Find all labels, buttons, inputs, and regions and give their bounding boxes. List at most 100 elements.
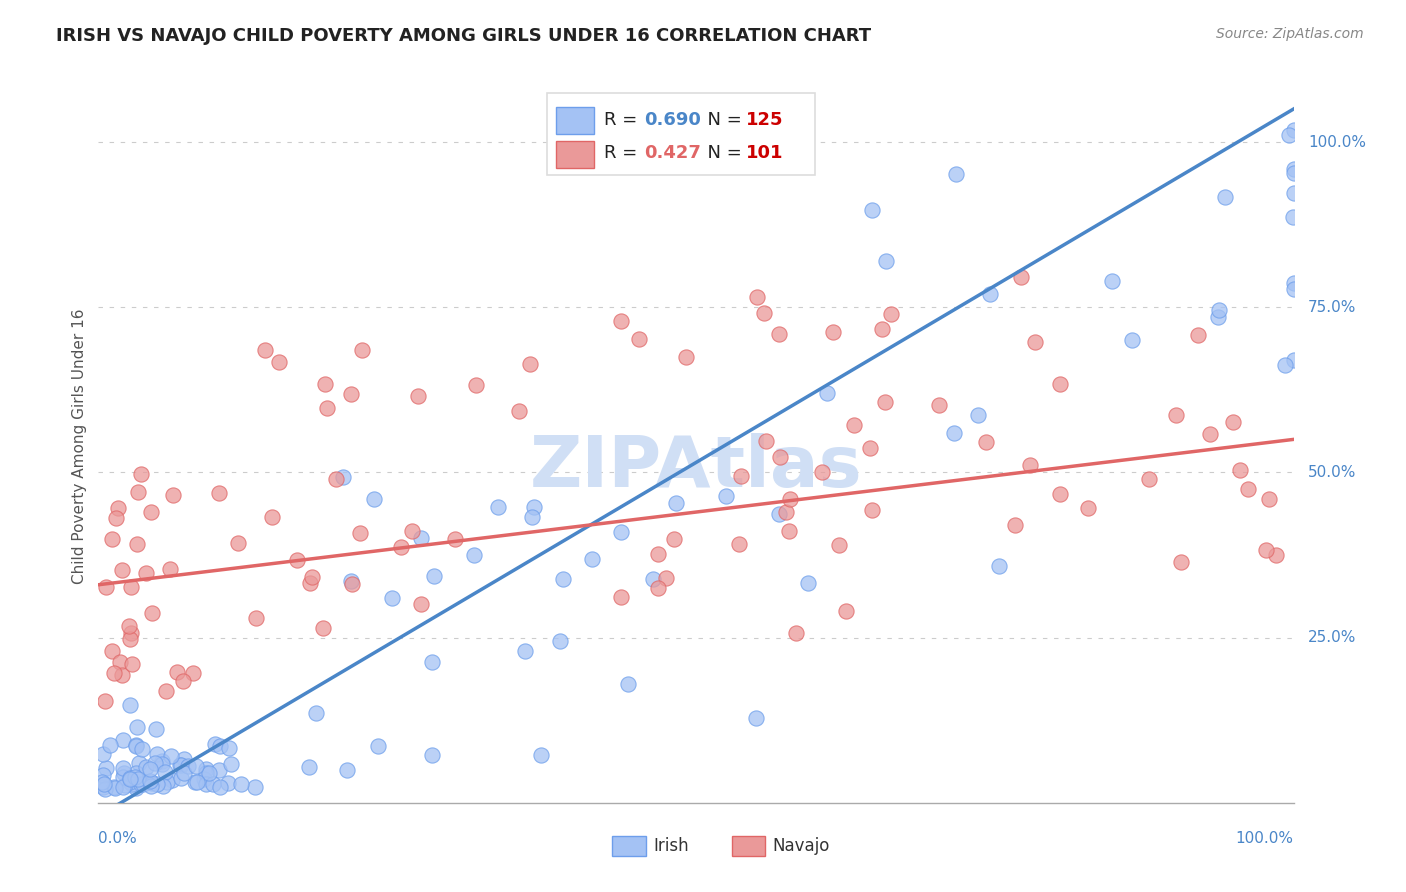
Point xyxy=(301,570,323,584)
Point xyxy=(121,777,143,791)
Text: 25.0%: 25.0% xyxy=(1308,630,1357,645)
Point xyxy=(340,574,363,588)
Text: 0.0%: 0.0% xyxy=(98,831,138,847)
Point xyxy=(103,780,125,794)
Point xyxy=(443,533,465,547)
Point xyxy=(150,754,173,768)
Point xyxy=(548,633,571,648)
Point xyxy=(143,756,166,770)
Point xyxy=(778,524,800,538)
Point xyxy=(508,404,530,418)
Point xyxy=(125,720,148,734)
Point xyxy=(173,752,195,766)
Point xyxy=(785,625,807,640)
Point xyxy=(111,563,134,577)
Point xyxy=(229,777,252,791)
Point xyxy=(93,694,115,708)
Text: N =: N = xyxy=(696,145,748,162)
Point xyxy=(797,576,820,591)
Point xyxy=(183,666,205,681)
Point xyxy=(112,766,135,780)
Point xyxy=(112,770,135,784)
Point xyxy=(411,532,433,546)
Point xyxy=(127,485,149,500)
Point xyxy=(755,434,778,448)
Point xyxy=(91,775,114,789)
Point xyxy=(184,775,207,789)
Point xyxy=(769,450,792,464)
Point xyxy=(118,772,141,786)
Point xyxy=(988,559,1011,574)
Point xyxy=(195,762,218,776)
Point xyxy=(610,525,633,540)
Point xyxy=(194,765,217,780)
Point xyxy=(253,343,276,357)
Point xyxy=(118,698,141,712)
Point xyxy=(1282,161,1305,176)
Point xyxy=(522,510,544,524)
Point xyxy=(150,756,173,771)
Point xyxy=(519,357,541,371)
Point xyxy=(675,350,697,364)
Point xyxy=(129,467,152,481)
Point xyxy=(332,470,354,484)
Point xyxy=(367,739,389,754)
Point xyxy=(156,774,179,789)
Point xyxy=(153,765,176,780)
Point xyxy=(966,408,988,422)
Point xyxy=(1222,415,1244,429)
Point xyxy=(1166,408,1188,422)
Point xyxy=(101,532,124,546)
Point xyxy=(104,781,127,796)
Text: Navajo: Navajo xyxy=(772,838,830,855)
Point xyxy=(664,533,686,547)
Point xyxy=(193,772,215,787)
Point xyxy=(581,552,603,566)
Point xyxy=(880,307,903,321)
Point xyxy=(1170,555,1192,569)
Point xyxy=(103,666,125,681)
Point xyxy=(135,774,157,789)
Point xyxy=(647,547,669,561)
Point xyxy=(120,772,142,786)
Point xyxy=(146,777,169,791)
Point xyxy=(299,576,322,591)
Point xyxy=(1282,353,1305,368)
Point xyxy=(120,774,142,789)
Point xyxy=(655,571,678,585)
Point xyxy=(141,780,163,794)
Point xyxy=(98,738,121,752)
Point xyxy=(93,780,115,794)
Point xyxy=(349,525,371,540)
Point xyxy=(1258,492,1281,507)
Point xyxy=(665,496,688,510)
Text: 100.0%: 100.0% xyxy=(1308,135,1365,150)
Point xyxy=(325,472,347,486)
Point xyxy=(169,758,191,772)
Point xyxy=(202,777,225,791)
Point xyxy=(340,387,363,401)
Point xyxy=(1254,542,1277,557)
Point xyxy=(127,772,149,786)
Point xyxy=(162,488,184,502)
Point xyxy=(166,665,188,680)
Point xyxy=(110,655,132,669)
Point xyxy=(104,511,127,525)
Point xyxy=(114,779,136,793)
Point xyxy=(463,548,485,562)
Point xyxy=(111,761,134,775)
Point xyxy=(208,486,231,500)
Point xyxy=(610,590,633,604)
Point xyxy=(775,505,797,519)
Point xyxy=(336,763,359,777)
Point xyxy=(815,385,838,400)
Point xyxy=(714,490,737,504)
Point xyxy=(342,576,364,591)
Point xyxy=(100,644,122,658)
Point xyxy=(208,763,231,777)
Point xyxy=(204,737,226,751)
Point xyxy=(217,775,239,789)
Point xyxy=(420,655,443,669)
Point xyxy=(195,777,218,791)
Point xyxy=(515,644,537,658)
